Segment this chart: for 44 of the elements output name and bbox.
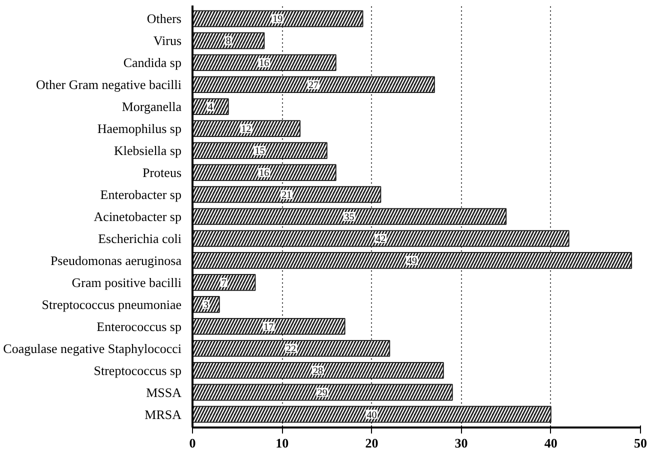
data-label: 3 xyxy=(203,300,208,311)
y-tick-label: Enterobacter sp xyxy=(100,187,182,202)
data-label: 16 xyxy=(259,58,270,70)
y-tick-label: Candida sp xyxy=(123,55,182,70)
y-tick-label: Gram positive bacilli xyxy=(72,274,182,290)
data-label: 27 xyxy=(308,80,318,92)
data-label: 35 xyxy=(344,212,354,223)
y-tick-label: MRSA xyxy=(144,406,182,422)
x-tick-label: 10 xyxy=(276,436,289,450)
y-tick-label: Proteus xyxy=(142,165,182,180)
y-tick-label: Pseudomonas aeruginosa xyxy=(50,252,182,268)
x-tick-label: 50 xyxy=(634,436,647,450)
y-tick-label: Klebsiella sp xyxy=(114,143,182,158)
data-label: 19 xyxy=(272,14,283,26)
y-tick-label: Virus xyxy=(153,33,182,48)
data-label: 17 xyxy=(264,322,274,333)
data-label: 7 xyxy=(221,278,226,289)
y-tick-label: Escherichia coli xyxy=(98,230,182,246)
x-tick-label: 40 xyxy=(544,436,558,450)
y-tick-label: Others xyxy=(146,11,182,26)
data-label: 8 xyxy=(226,36,231,48)
data-label: 12 xyxy=(241,124,252,136)
y-tick-label: Acinetobacter sp xyxy=(94,209,182,224)
x-tick-label: 0 xyxy=(189,436,196,450)
y-tick-label: Streptococcus sp xyxy=(94,362,182,378)
data-label: 15 xyxy=(254,146,265,158)
x-tick-label: 30 xyxy=(454,436,468,450)
data-label: 40 xyxy=(366,410,377,421)
y-tick-label: Streptococcus pneumoniae xyxy=(42,296,182,312)
y-tick-label: Haemophilus sp xyxy=(97,121,182,136)
y-tick-label: Other Gram negative bacilli xyxy=(36,77,182,92)
y-tick-label: Morganella xyxy=(122,99,182,114)
data-label: 28 xyxy=(312,366,323,377)
data-label: 21 xyxy=(282,190,292,202)
y-tick-label: Coagulase negative Staphylococci xyxy=(3,340,182,356)
y-tick-label: MSSA xyxy=(146,384,182,400)
data-label: 42 xyxy=(376,234,386,245)
data-label: 29 xyxy=(317,388,328,399)
data-label: 4 xyxy=(208,102,213,114)
y-tick-label: Enterococcus sp xyxy=(96,318,182,334)
data-label: 22 xyxy=(286,344,296,355)
data-label: 49 xyxy=(407,256,418,267)
data-label: 16 xyxy=(259,168,270,180)
x-tick-label: 20 xyxy=(365,436,378,450)
